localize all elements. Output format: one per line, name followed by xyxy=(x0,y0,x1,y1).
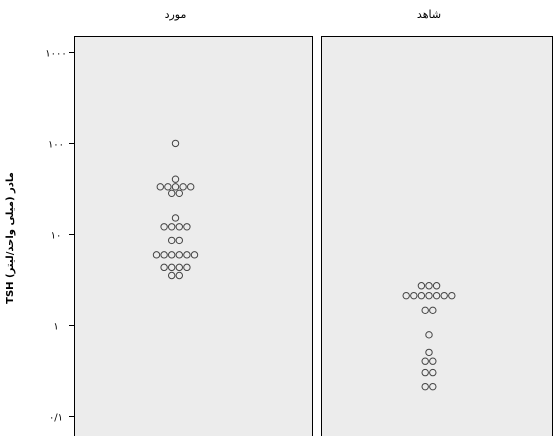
data-point xyxy=(183,263,191,272)
data-point xyxy=(156,183,165,191)
data-point xyxy=(421,368,429,377)
panel-2 xyxy=(321,36,553,436)
data-point xyxy=(171,139,180,148)
panel-title-2: شاهد xyxy=(417,8,441,21)
data-point xyxy=(171,175,180,183)
data-point xyxy=(168,189,176,198)
data-point xyxy=(175,236,184,245)
panel-1 xyxy=(74,36,313,436)
data-point xyxy=(175,223,184,231)
data-point xyxy=(421,357,429,365)
y-axis: ۰/۱ ۱ ۱۰ ۱۰۰ ۱۰۰۰ xyxy=(45,49,74,424)
data-point xyxy=(160,223,168,231)
data-point xyxy=(417,291,426,300)
y-tick-label: ۰/۱ xyxy=(49,413,63,424)
data-point xyxy=(448,291,456,300)
data-point xyxy=(440,291,448,300)
data-point xyxy=(402,291,410,300)
data-point xyxy=(164,183,172,191)
data-point xyxy=(175,251,184,259)
data-point xyxy=(183,251,191,259)
data-point xyxy=(432,282,441,290)
y-tick-label: ۱۰۰۰ xyxy=(45,49,66,60)
data-point xyxy=(417,282,426,290)
data-point xyxy=(175,271,184,280)
data-point xyxy=(160,251,168,259)
data-point xyxy=(168,263,176,272)
data-point xyxy=(421,382,429,391)
data-point xyxy=(190,251,199,259)
data-point xyxy=(429,357,437,365)
data-point xyxy=(168,271,176,280)
y-axis-label: TSH مادر (میلی واحد/لیتر) xyxy=(5,172,16,304)
data-point xyxy=(171,183,180,191)
panel-title-1: مورد xyxy=(165,8,187,21)
data-point xyxy=(171,214,180,222)
data-point xyxy=(425,331,433,339)
data-point xyxy=(425,348,433,357)
data-point xyxy=(183,223,191,231)
data-point xyxy=(168,223,176,231)
data-point xyxy=(160,263,168,272)
y-tick-label: ۱۰ xyxy=(51,231,62,242)
panels xyxy=(74,36,553,436)
data-point xyxy=(152,251,161,259)
data-point xyxy=(175,263,184,272)
data-point xyxy=(179,183,187,191)
data-point xyxy=(425,291,433,300)
data-point xyxy=(429,382,437,391)
data-point xyxy=(168,236,176,245)
y-tick-label: ۱۰۰ xyxy=(48,140,64,151)
data-point xyxy=(187,183,195,191)
series-1 xyxy=(152,139,199,280)
data-point xyxy=(425,282,433,290)
data-point xyxy=(421,306,429,315)
data-point xyxy=(432,291,441,300)
data-point xyxy=(410,291,418,300)
data-point xyxy=(168,251,176,259)
data-point xyxy=(429,368,437,377)
data-point xyxy=(429,306,437,315)
y-tick-label: ۱ xyxy=(53,322,58,333)
data-point xyxy=(175,189,184,198)
series-2 xyxy=(402,282,456,391)
